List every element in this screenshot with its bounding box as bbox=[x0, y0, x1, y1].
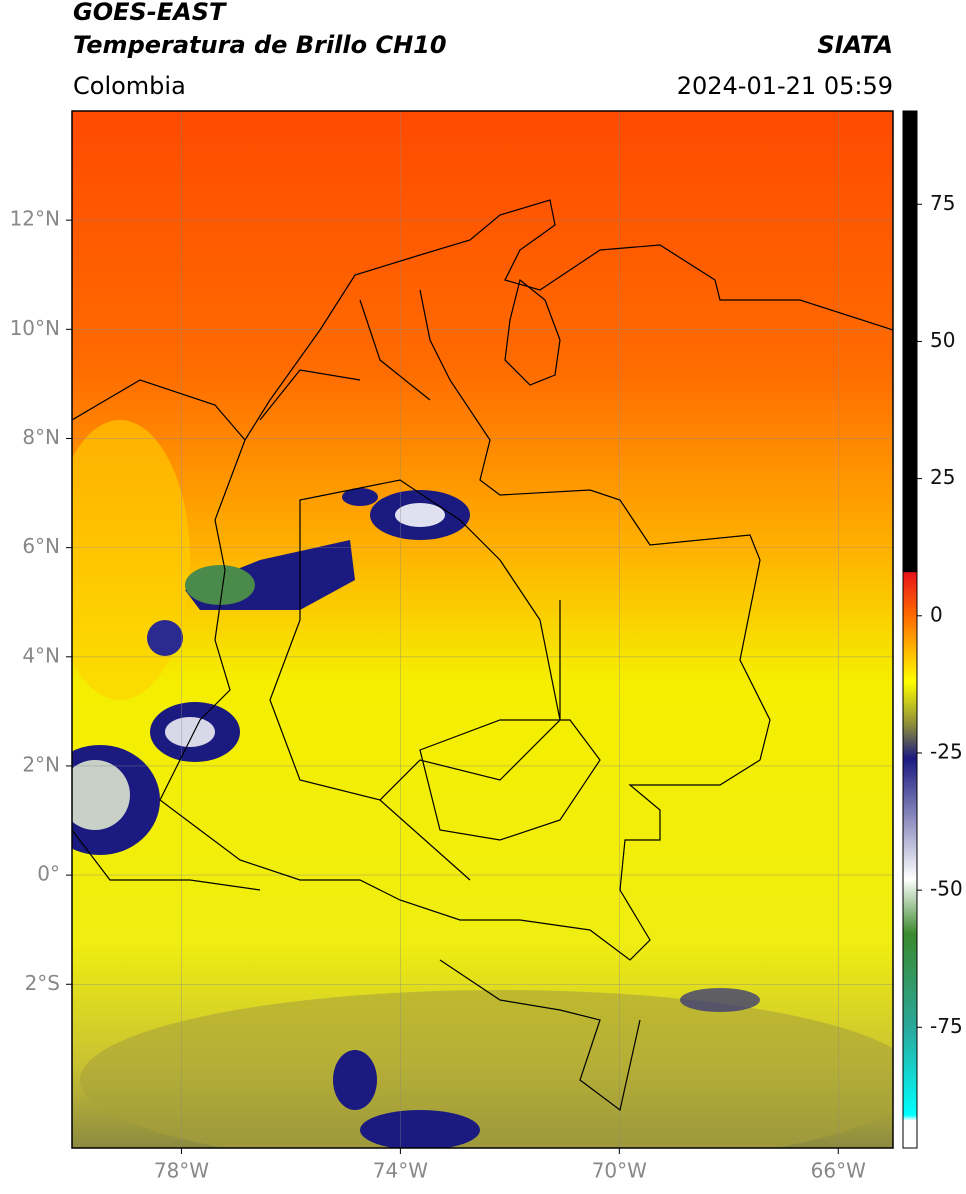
colorbar-tick-label: -50 bbox=[930, 877, 963, 901]
title: GOES-EAST bbox=[73, 0, 227, 26]
cloud bbox=[342, 488, 378, 506]
y-tick-label: 8°N bbox=[22, 425, 60, 449]
cloud bbox=[333, 1050, 377, 1110]
cloud bbox=[147, 620, 183, 656]
x-tick-label: 66°W bbox=[811, 1159, 866, 1183]
cloud bbox=[72, 760, 130, 830]
map bbox=[72, 111, 893, 1148]
cloud bbox=[360, 1110, 480, 1148]
coastline bbox=[72, 199, 893, 442]
colorbar-tick-label: 50 bbox=[930, 328, 955, 352]
department-borders bbox=[259, 299, 601, 881]
colorbar-tick-label: 0 bbox=[930, 602, 943, 626]
cloud bbox=[395, 503, 445, 527]
cloud bbox=[165, 717, 215, 747]
temperature-field bbox=[72, 111, 893, 1148]
y-tick-label: 4°N bbox=[22, 643, 60, 667]
cloud bbox=[680, 988, 760, 1012]
map-frame bbox=[71, 110, 894, 1149]
colorbar-tick-label: -25 bbox=[930, 739, 963, 763]
y-tick-label: 2°S bbox=[25, 971, 60, 995]
x-tick-label: 74°W bbox=[373, 1159, 428, 1183]
colorbar-tick-label: 75 bbox=[930, 191, 955, 215]
field-patch bbox=[72, 420, 190, 700]
x-tick-label: 70°W bbox=[592, 1159, 647, 1183]
y-tick-label: 2°N bbox=[22, 752, 60, 776]
cloud bbox=[185, 565, 255, 605]
colorbar-tick-label: -75 bbox=[930, 1014, 963, 1038]
colorbar bbox=[902, 110, 918, 1149]
y-tick-label: 12°N bbox=[10, 207, 60, 231]
x-tick-label: 78°W bbox=[154, 1159, 209, 1183]
region: Colombia bbox=[73, 72, 186, 100]
colorbar-tick-label: 25 bbox=[930, 465, 955, 489]
datetime: 2024-01-21 05:59 bbox=[677, 72, 893, 100]
y-tick-label: 10°N bbox=[10, 316, 60, 340]
colombia-border bbox=[159, 289, 771, 961]
y-tick-label: 0° bbox=[37, 862, 60, 886]
y-tick-label: 6°N bbox=[22, 534, 60, 558]
lake bbox=[504, 278, 561, 386]
field-patch bbox=[80, 990, 893, 1148]
agency: SIATA bbox=[817, 31, 893, 59]
subtitle: Temperatura de Brillo CH10 bbox=[73, 31, 447, 59]
peru-ecuador-border bbox=[72, 829, 641, 1112]
